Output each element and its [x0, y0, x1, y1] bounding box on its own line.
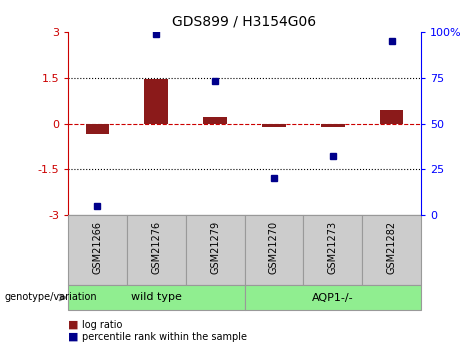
Text: GSM21276: GSM21276 [151, 220, 161, 274]
Text: GSM21270: GSM21270 [269, 220, 279, 274]
Bar [321, 124, 344, 127]
Bar [303, 215, 362, 285]
Bar [127, 215, 186, 285]
Bar [244, 215, 303, 285]
Text: log ratio: log ratio [82, 320, 122, 330]
Text: genotype/variation: genotype/variation [5, 293, 97, 303]
Text: GSM21279: GSM21279 [210, 220, 220, 274]
Bar [186, 215, 244, 285]
Bar [68, 215, 127, 285]
Text: GSM21282: GSM21282 [387, 220, 396, 274]
Bar [262, 124, 286, 127]
Title: GDS899 / H3154G06: GDS899 / H3154G06 [172, 14, 317, 28]
Bar [86, 124, 109, 134]
Text: wild type: wild type [131, 293, 182, 303]
Text: ■: ■ [68, 320, 78, 330]
Bar [380, 110, 403, 124]
Text: AQP1-/-: AQP1-/- [312, 293, 354, 303]
Bar [203, 117, 227, 124]
Bar [144, 79, 168, 124]
Text: percentile rank within the sample: percentile rank within the sample [82, 332, 247, 342]
Text: ■: ■ [68, 332, 78, 342]
Text: GSM21266: GSM21266 [92, 220, 102, 274]
Bar [244, 285, 421, 310]
Bar [362, 215, 421, 285]
Text: GSM21273: GSM21273 [328, 220, 338, 274]
Bar [68, 285, 244, 310]
